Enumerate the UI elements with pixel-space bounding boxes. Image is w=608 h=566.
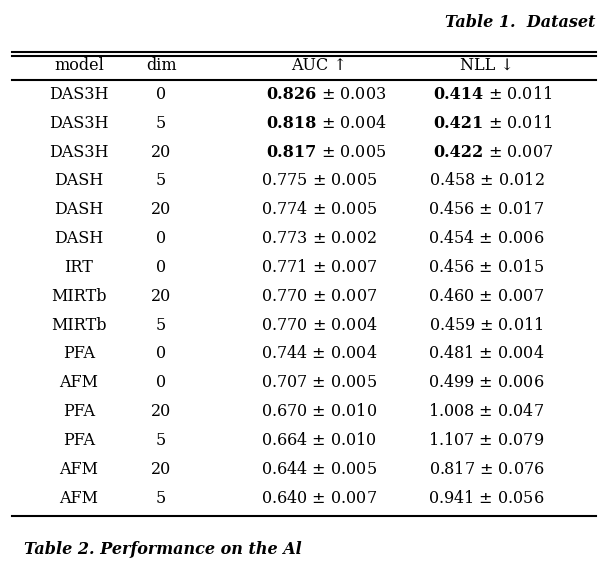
Text: AFM: AFM [60,374,98,391]
Text: PFA: PFA [63,432,95,449]
Text: 0.460 $\pm$ 0.007: 0.460 $\pm$ 0.007 [429,288,544,305]
Text: PFA: PFA [63,403,95,420]
Text: 0.459 $\pm$ 0.011: 0.459 $\pm$ 0.011 [429,316,544,333]
Text: $\pm$ 0.011: $\pm$ 0.011 [483,86,553,103]
Text: NLL ↓: NLL ↓ [460,57,513,74]
Text: DASH: DASH [54,173,104,190]
Text: $\pm$ 0.011: $\pm$ 0.011 [483,115,553,132]
Text: 20: 20 [151,144,171,161]
Text: 0.941 $\pm$ 0.056: 0.941 $\pm$ 0.056 [428,490,545,507]
Text: AFM: AFM [60,490,98,507]
Text: 0.817: 0.817 [266,144,316,161]
Text: 0.456 $\pm$ 0.015: 0.456 $\pm$ 0.015 [429,259,544,276]
Text: dim: dim [146,57,176,74]
Text: 0.414: 0.414 [434,86,483,103]
Text: DASH: DASH [54,201,104,218]
Text: 0.775 $\pm$ 0.005: 0.775 $\pm$ 0.005 [261,173,378,190]
Text: 0.773 $\pm$ 0.002: 0.773 $\pm$ 0.002 [261,230,377,247]
Text: 0.499 $\pm$ 0.006: 0.499 $\pm$ 0.006 [428,374,545,391]
Text: 20: 20 [151,201,171,218]
Text: 0.817 $\pm$ 0.076: 0.817 $\pm$ 0.076 [429,461,544,478]
Text: 0: 0 [156,86,166,103]
Text: 0.774 $\pm$ 0.005: 0.774 $\pm$ 0.005 [261,201,378,218]
Text: 0.770 $\pm$ 0.004: 0.770 $\pm$ 0.004 [261,316,378,333]
Text: 5: 5 [156,490,166,507]
Text: 0.670 $\pm$ 0.010: 0.670 $\pm$ 0.010 [261,403,377,420]
Text: model: model [54,57,104,74]
Text: IRT: IRT [64,259,94,276]
Text: 0.640 $\pm$ 0.007: 0.640 $\pm$ 0.007 [261,490,377,507]
Text: 5: 5 [156,432,166,449]
Text: 0.744 $\pm$ 0.004: 0.744 $\pm$ 0.004 [261,345,378,362]
Text: 0: 0 [156,230,166,247]
Text: 1.008 $\pm$ 0.047: 1.008 $\pm$ 0.047 [429,403,544,420]
Text: 5: 5 [156,173,166,190]
Text: 0.818: 0.818 [266,115,316,132]
Text: $\pm$ 0.004: $\pm$ 0.004 [316,115,387,132]
Text: 0.771 $\pm$ 0.007: 0.771 $\pm$ 0.007 [261,259,378,276]
Text: AUC ↑: AUC ↑ [291,57,347,74]
Text: 0.644 $\pm$ 0.005: 0.644 $\pm$ 0.005 [261,461,377,478]
Text: DAS3H: DAS3H [49,86,109,103]
Text: Table 2. Performance on the Al: Table 2. Performance on the Al [24,541,302,558]
Text: 0.456 $\pm$ 0.017: 0.456 $\pm$ 0.017 [429,201,544,218]
Text: MIRTb: MIRTb [51,316,107,333]
Text: 0.664 $\pm$ 0.010: 0.664 $\pm$ 0.010 [261,432,377,449]
Text: DAS3H: DAS3H [49,144,109,161]
Text: 0: 0 [156,345,166,362]
Text: $\pm$ 0.007: $\pm$ 0.007 [483,144,554,161]
Text: 20: 20 [151,461,171,478]
Text: DAS3H: DAS3H [49,115,109,132]
Text: 0.454 $\pm$ 0.006: 0.454 $\pm$ 0.006 [428,230,545,247]
Text: Table 1.  Dataset: Table 1. Dataset [446,14,596,31]
Text: PFA: PFA [63,345,95,362]
Text: 1.107 $\pm$ 0.079: 1.107 $\pm$ 0.079 [428,432,545,449]
Text: 0.481 $\pm$ 0.004: 0.481 $\pm$ 0.004 [428,345,545,362]
Text: MIRTb: MIRTb [51,288,107,305]
Text: $\pm$ 0.005: $\pm$ 0.005 [316,144,386,161]
Text: DASH: DASH [54,230,104,247]
Text: AFM: AFM [60,461,98,478]
Text: 0.826: 0.826 [266,86,316,103]
Text: 5: 5 [156,115,166,132]
Text: 0.707 $\pm$ 0.005: 0.707 $\pm$ 0.005 [261,374,377,391]
Text: 5: 5 [156,316,166,333]
Text: $\pm$ 0.003: $\pm$ 0.003 [316,86,387,103]
Text: 0.421: 0.421 [433,115,483,132]
Text: 20: 20 [151,288,171,305]
Text: 0.422: 0.422 [433,144,483,161]
Text: 0.770 $\pm$ 0.007: 0.770 $\pm$ 0.007 [261,288,378,305]
Text: 0.458 $\pm$ 0.012: 0.458 $\pm$ 0.012 [429,173,544,190]
Text: 0: 0 [156,259,166,276]
Text: 20: 20 [151,403,171,420]
Text: 0: 0 [156,374,166,391]
